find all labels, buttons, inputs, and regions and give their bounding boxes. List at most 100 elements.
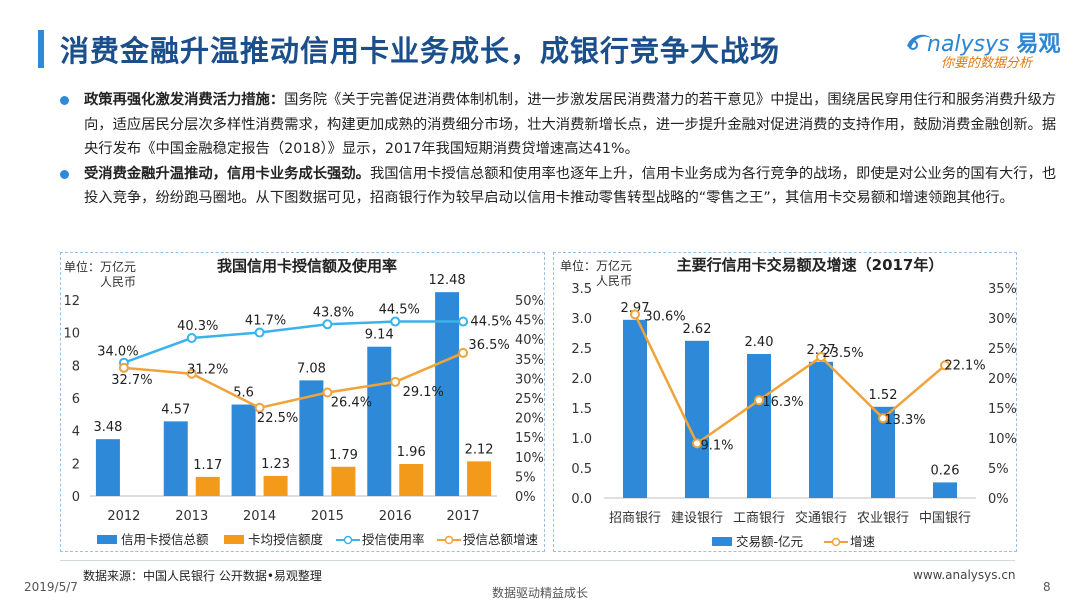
- x-tick-label: 建设银行: [671, 511, 723, 526]
- y-tick-label: 2.5: [571, 342, 592, 357]
- legend-label: 信用卡授信总额: [121, 532, 209, 547]
- y2-tick-label: 30%: [988, 312, 1017, 327]
- x-tick-label: 2013: [175, 509, 208, 524]
- line-data-label: 22.5%: [257, 411, 298, 426]
- footer-divider: [60, 560, 1015, 561]
- bar-信用卡授信总额: [95, 439, 120, 496]
- line-point: [754, 395, 764, 406]
- line-data-label: 44.5%: [379, 303, 420, 318]
- line-point: [878, 413, 888, 424]
- bar-信用卡授信总额: [163, 421, 188, 496]
- legend-swatch: [712, 537, 732, 546]
- page-number: 8: [1043, 580, 1051, 594]
- title-accent-bar: [38, 30, 44, 68]
- line-data-label: 41.7%: [245, 314, 286, 329]
- line-data-label: 16.3%: [762, 395, 803, 410]
- line-增速: [633, 313, 946, 446]
- line-point: [186, 333, 197, 344]
- y2-tick-label: 5%: [515, 470, 536, 485]
- line-授信总额增速: [123, 351, 464, 410]
- bar-卡均授信额度: [195, 476, 220, 496]
- bar-data-label: 3.48: [93, 420, 122, 435]
- bar-data-label: 1.52: [869, 388, 898, 403]
- bullet-dot-icon: [60, 169, 69, 179]
- y2-tick-label: 0%: [515, 490, 536, 505]
- legend-swatch: [444, 535, 454, 545]
- y2-tick-label: 15%: [515, 431, 544, 446]
- bar-卡均授信额度: [399, 463, 424, 496]
- line-point: [118, 362, 129, 373]
- chart-panel-left: [60, 252, 545, 552]
- y-tick-label: 3.0: [571, 312, 592, 327]
- y2-tick-label: 30%: [515, 372, 544, 387]
- bar-信用卡授信总额: [435, 292, 460, 496]
- bar-交易额-亿元: [747, 354, 771, 498]
- y2-tick-label: 25%: [515, 392, 544, 407]
- line-data-label: 26.4%: [331, 396, 372, 411]
- y2-tick-label: 45%: [515, 314, 544, 329]
- x-tick-label: 2015: [311, 509, 344, 524]
- unit-label: 人民币: [100, 275, 136, 289]
- y2-tick-label: 5%: [988, 462, 1009, 477]
- line-point: [390, 376, 401, 387]
- data-source: 数据来源：中国人民银行 公开数据•易观整理: [83, 569, 322, 583]
- logo-tagline: 你要的数据分析: [941, 56, 1033, 71]
- bar-卡均授信额度: [263, 475, 288, 496]
- line-point: [254, 327, 265, 338]
- line-point: [254, 402, 265, 413]
- legend-label: 增速: [850, 534, 876, 549]
- x-tick-label: 2017: [447, 509, 480, 524]
- page-title: 消费金融升温推动信用卡业务成长，成银行竞争大战场: [60, 34, 781, 68]
- bar-data-label: 2.12: [465, 442, 494, 457]
- chart-panel-right: [553, 252, 1017, 552]
- bar-信用卡授信总额: [299, 380, 324, 496]
- line-point: [322, 319, 333, 330]
- line-point: [322, 387, 333, 398]
- line-data-label: 31.2%: [187, 363, 228, 378]
- site-url[interactable]: www.analysys.cn: [913, 568, 1016, 582]
- logo-wordmark: nalysys 易观: [927, 32, 1061, 57]
- bar-交易额-亿元: [809, 361, 833, 498]
- line-data-label: 23.5%: [822, 346, 863, 361]
- slide-date: 2019/5/7: [24, 580, 78, 594]
- unit-label: 单位：万亿元: [560, 258, 632, 273]
- bar-data-label: 2.27: [807, 343, 836, 358]
- bar-data-label: 2.97: [621, 301, 650, 316]
- bar-data-label: 1.23: [261, 457, 290, 472]
- y2-tick-label: 15%: [988, 402, 1017, 417]
- y2-tick-label: 35%: [515, 353, 544, 368]
- bullet-text: 我国信用卡授信总额和使用率也逐年上升，信用卡业务成为各行竞争的战场，即使是对公业…: [84, 165, 1057, 207]
- line-point: [816, 352, 826, 362]
- y-tick-label: 0.0: [571, 492, 592, 507]
- chart-title: 主要行信用卡交易额及增速（2017年）: [677, 256, 944, 274]
- bar-data-label: 9.14: [365, 328, 394, 343]
- line-data-label: 9.1%: [700, 438, 733, 453]
- y-tick-label: 4: [72, 425, 80, 440]
- x-tick-label: 2016: [379, 509, 412, 524]
- y-tick-label: 10: [63, 327, 80, 342]
- y2-tick-label: 10%: [515, 451, 544, 466]
- y-tick-label: 2: [72, 457, 80, 472]
- x-tick-label: 2012: [107, 509, 140, 524]
- line-data-label: 43.8%: [313, 305, 354, 320]
- legend-label: 授信使用率: [362, 532, 425, 547]
- legend-swatch: [343, 535, 353, 545]
- legend-label: 授信总额增速: [463, 532, 539, 547]
- x-tick-label: 农业银行: [857, 511, 909, 526]
- line-data-label: 22.1%: [944, 358, 985, 373]
- bar-data-label: 7.08: [297, 361, 326, 376]
- x-tick-label: 2014: [243, 509, 276, 524]
- bar-data-label: 2.40: [745, 335, 774, 350]
- y-tick-label: 6: [72, 392, 80, 407]
- legend-label: 交易额-亿元: [736, 534, 803, 549]
- bullet-credit-card: 受消费金融升温推动，信用卡业务成长强劲。我国信用卡授信总额和使用率也逐年上升，信…: [60, 162, 1065, 211]
- line-data-label: 34.0%: [97, 345, 138, 360]
- bar-卡均授信额度: [331, 466, 356, 496]
- line-授信使用率: [123, 320, 464, 364]
- bullet-lead: 政策再强化激发消费活力措施：: [84, 92, 285, 108]
- x-tick-label: 交通银行: [795, 510, 847, 526]
- bar-交易额-亿元: [685, 340, 709, 498]
- legend-label: 卡均授信额度: [248, 532, 324, 547]
- line-data-label: 13.3%: [884, 413, 925, 428]
- footer-slogan: 数据驱动精益成长: [492, 586, 589, 600]
